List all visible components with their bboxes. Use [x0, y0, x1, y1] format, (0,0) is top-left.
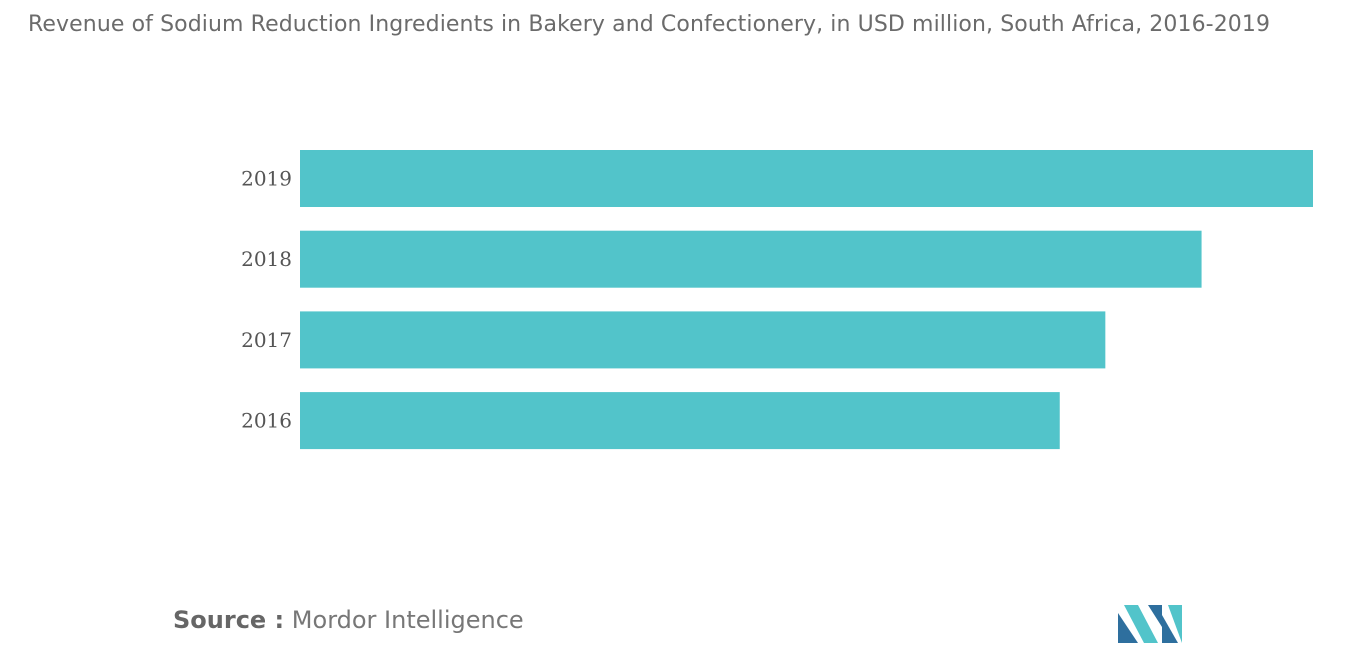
- bar-2018: [300, 230, 1202, 288]
- bar-2019: [300, 150, 1313, 207]
- y-tick-label-2019: 2019: [241, 167, 292, 191]
- source-label: Source :: [173, 606, 285, 634]
- bar-2017: [300, 311, 1106, 369]
- bar-2016: [300, 392, 1060, 450]
- source-note: Source : Mordor Intelligence: [173, 606, 524, 634]
- source-text: Mordor Intelligence: [291, 606, 524, 634]
- y-tick-label-2018: 2018: [241, 247, 292, 271]
- y-tick-label-2017: 2017: [241, 328, 292, 352]
- y-tick-label-2016: 2016: [241, 409, 292, 433]
- mordor-intelligence-logo-icon: [1118, 605, 1182, 643]
- bar-chart: 2019 2018 2017 2016: [241, 150, 1313, 450]
- chart-title: Revenue of Sodium Reduction Ingredients …: [28, 12, 1271, 37]
